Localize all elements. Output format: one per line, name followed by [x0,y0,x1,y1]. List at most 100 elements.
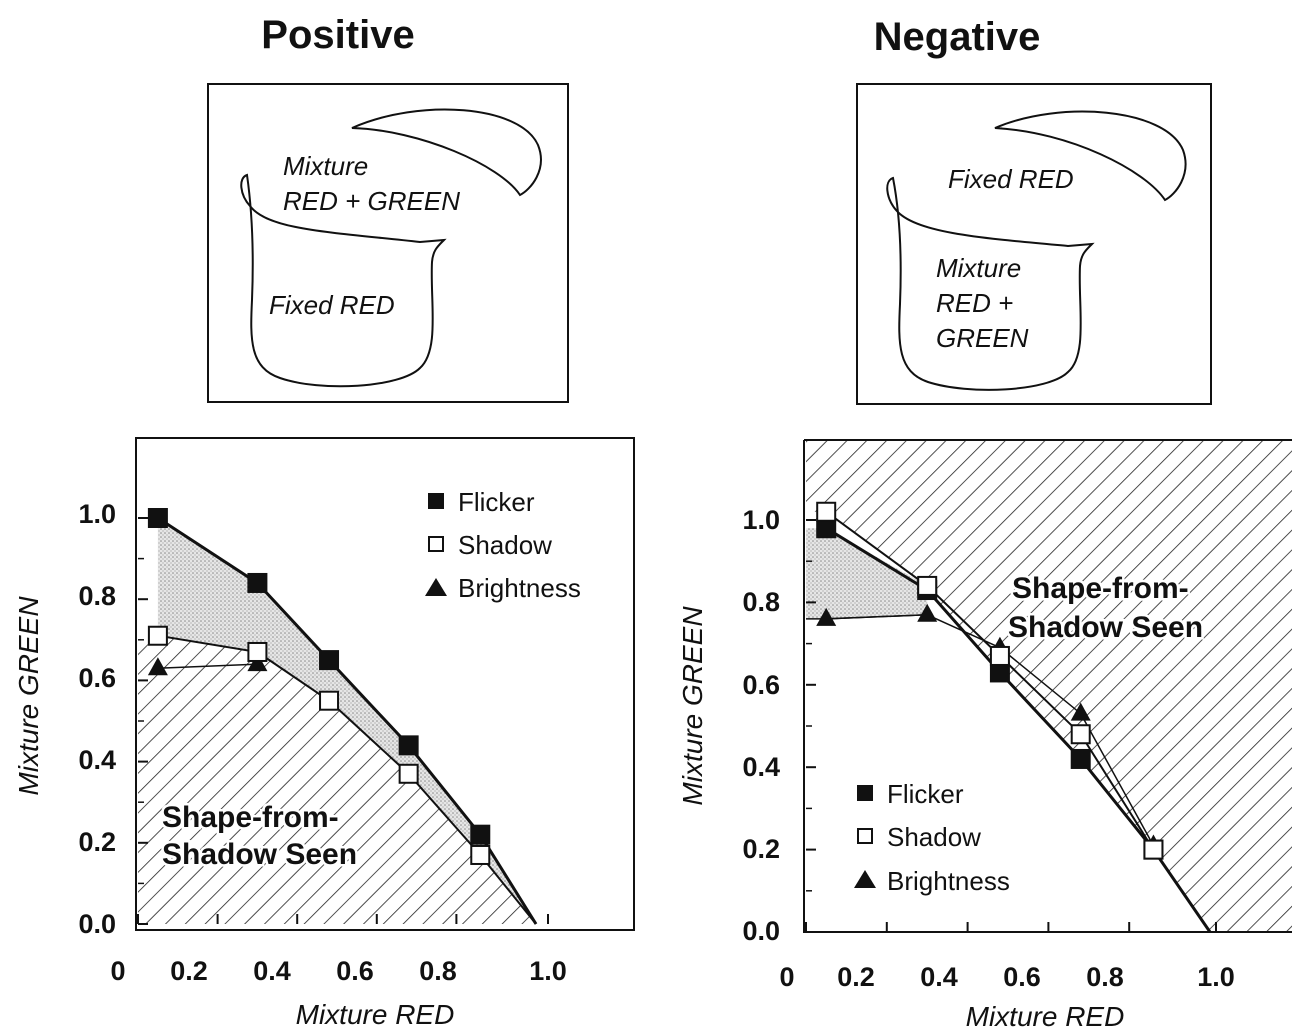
x-tick-label: 0.4 [253,956,291,986]
negative-region-label-line1: Shape-from- [1012,572,1189,605]
negative-x-axis-label: Mixture RED [966,1001,1125,1031]
x-tick-label: 1.0 [529,956,567,986]
negative-y-tick-labels: 0.0 0.2 0.4 0.6 0.8 1.0 [742,505,780,946]
legend-brightness-marker [854,870,876,888]
x-tick-label: 0.8 [1086,962,1124,992]
legend-shadow-label: Shadow [887,822,981,852]
positive-region-label-line2: Shadow Seen [162,838,357,871]
positive-upper-label-line1: Mixture [283,151,368,181]
negative-lower-label-line2: RED + [936,288,1013,318]
x-tick-label: 0 [779,962,794,992]
positive-diagram: Mixture RED + GREEN Fixed RED [207,83,569,403]
stippled-region [806,528,928,619]
shadow-point [1143,839,1164,860]
y-tick-label: 0.0 [78,909,116,939]
flicker-point [816,518,837,539]
y-tick-label: 0.6 [742,670,780,700]
hatched-region [806,440,1292,932]
brightness-point [1070,702,1091,721]
negative-diagram-frame [856,83,1212,405]
x-tick-label: 0 [110,956,125,986]
brightness-series-line [157,663,258,669]
x-tick-label: 1.0 [1197,962,1235,992]
legend-shadow-label: Shadow [458,530,552,560]
positive-upper-shape [351,108,542,197]
legend-shadow-marker [857,828,873,844]
negative-lower-label-line3: GREEN [936,323,1029,353]
negative-upper-label-line1: Fixed RED [948,164,1074,194]
flicker-point [989,662,1010,683]
brightness-point [917,603,938,622]
brightness-point [147,657,168,676]
x-tick-label: 0.6 [1003,962,1041,992]
positive-lower-label-line1: Fixed RED [269,290,395,320]
hatched-region [138,635,536,924]
y-tick-label: 0.6 [78,663,116,693]
positive-plot-frame [135,437,635,931]
negative-title: Negative [874,15,1041,59]
negative-plot-frame-axes [803,440,1292,933]
legend-flicker-marker [428,493,444,509]
flicker-series-line [825,526,1212,933]
negative-y-axis-label: Mixture GREEN [677,606,708,806]
positive-title: Positive [261,13,414,57]
legend-brightness-marker [425,578,447,596]
positive-chart: 0.0 0.2 0.4 0.6 0.8 1.0 0 0.2 0.4 0.6 0.… [13,437,635,1030]
x-tick-label: 0.2 [837,962,875,992]
shadow-point [470,844,491,865]
positive-panel: Positive Mixture RED + GREEN Fixed RED 0… [13,13,635,1030]
y-tick-label: 0.2 [78,827,116,857]
flicker-point [247,572,268,593]
legend-flicker-marker [857,785,873,801]
flicker-point [1070,748,1091,769]
y-tick-label: 0.2 [742,834,780,864]
x-tick-label: 0.6 [336,956,374,986]
shadow-point [989,645,1010,666]
positive-upper-label-line2: RED + GREEN [283,186,460,216]
positive-x-tick-labels: 0 0.2 0.4 0.6 0.8 1.0 [110,956,566,986]
negative-diagram: Fixed RED Mixture RED + GREEN [856,83,1212,405]
y-tick-label: 1.0 [78,499,116,529]
shadow-point [247,641,268,662]
negative-panel: Negative Fixed RED Mixture RED + GREEN 0… [677,15,1292,1031]
negative-legend: Flicker Shadow Brightness [854,779,1010,896]
shadow-point [398,763,419,784]
positive-diagram-frame [207,83,569,403]
x-tick-label: 0.4 [920,962,958,992]
positive-region-label-line1: Shape-from- [162,801,339,834]
y-tick-label: 0.4 [78,745,116,775]
y-tick-label: 0.4 [742,752,780,782]
legend-flicker-label: Flicker [887,779,964,809]
y-tick-label: 0.8 [78,581,116,611]
brightness-point [247,653,268,672]
negative-chart: 0.0 0.2 0.4 0.6 0.8 1.0 0 0.2 0.4 0.6 0.… [677,439,1292,1031]
x-tick-label: 0.8 [419,956,457,986]
shadow-point [816,501,837,522]
negative-lower-label-line1: Mixture [936,253,1021,283]
legend-brightness-label: Brightness [458,573,581,603]
shadow-point [1070,724,1091,745]
y-tick-label: 0.0 [742,916,780,946]
shadow-series-line [157,634,537,925]
brightness-point [816,607,837,626]
flicker-point [470,824,491,845]
y-tick-label: 1.0 [742,505,780,535]
flicker-point [398,735,419,756]
flicker-point [319,650,340,671]
y-tick-label: 0.8 [742,587,780,617]
legend-flicker-label: Flicker [458,487,535,517]
stippled-region [157,518,536,924]
negative-x-tick-labels: 0 0.2 0.4 0.6 0.8 1.0 [779,962,1234,992]
negative-region-label-line2: Shadow Seen [1008,611,1203,644]
negative-lower-shape [886,176,1095,391]
positive-x-axis-label: Mixture RED [296,999,455,1030]
legend-brightness-label: Brightness [887,866,1010,896]
legend-shadow-marker [428,536,444,552]
negative-upper-shape [994,110,1187,202]
shadow-point [147,625,168,646]
shadow-point [917,575,938,596]
shadow-point [319,690,340,711]
flicker-point [147,508,168,528]
positive-lower-shape [240,173,447,388]
